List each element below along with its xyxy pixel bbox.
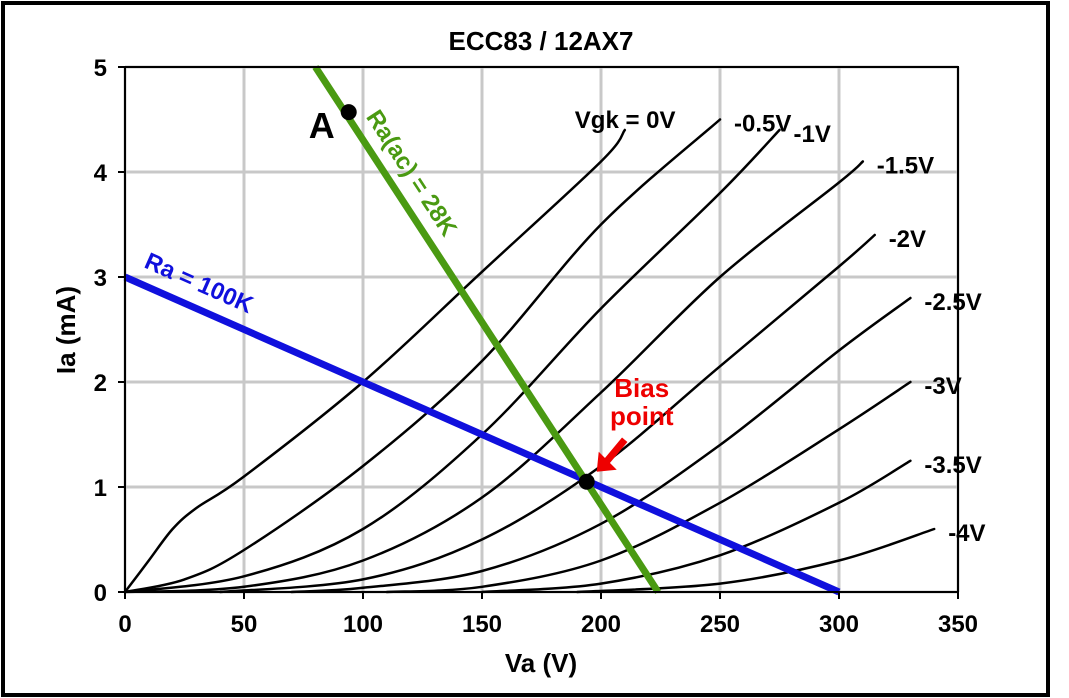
x-tick-label: 50 — [231, 611, 258, 638]
x-tick-label: 250 — [700, 611, 740, 638]
curve-2p5v — [290, 296, 912, 594]
marker-label-a: A — [309, 105, 335, 146]
y-axis-ticks: 0 1 2 3 4 5 — [94, 55, 125, 607]
y-tick-label: 3 — [94, 265, 107, 292]
x-tick-label: 0 — [118, 611, 131, 638]
marker-point-a — [340, 104, 357, 121]
curve-label-0p5v: -0.5V — [734, 111, 791, 138]
curve-label-2v: -2V — [889, 226, 926, 253]
y-tick-label: 4 — [94, 160, 108, 187]
y-tick-label: 0 — [94, 580, 107, 607]
curve-3v — [385, 380, 912, 594]
plot-border — [124, 66, 959, 593]
curve-labels: Vgk = 0V -0.5V -1V -1.5V -2V -2.5V -3V -3.5V -4V — [575, 107, 986, 547]
bias-arrow-shaft — [602, 437, 628, 466]
curve-label-4v: -4V — [948, 520, 985, 547]
curve-0p5v — [123, 118, 722, 594]
x-tick-label: 350 — [938, 611, 978, 638]
marker-point-bias — [578, 473, 595, 490]
x-tick-label: 100 — [343, 611, 383, 638]
x-tick-label: 300 — [819, 611, 859, 638]
bias-arrow-head — [596, 451, 617, 472]
curve-1p5v — [123, 160, 865, 594]
bias-point-label-line: Bias — [614, 373, 669, 403]
y-tick-label: 5 — [94, 55, 107, 82]
curve-label-2p5v: -2.5V — [924, 289, 981, 316]
y-tick-label: 2 — [94, 370, 107, 397]
x-axis-label: Va (V) — [505, 648, 577, 678]
curve-label-vgk-0v: Vgk = 0V — [575, 107, 676, 134]
x-axis-ticks: 0 50 100 150 200 250 300 350 — [118, 592, 978, 638]
y-axis-label: Ia (mA) — [51, 286, 81, 374]
load-line-ra-100k — [123, 273, 841, 596]
bias-point-label-line: point — [610, 401, 674, 431]
curve-3p5v — [480, 459, 912, 594]
x-tick-label: 150 — [462, 611, 502, 638]
x-tick-label: 200 — [581, 611, 621, 638]
curve-label-1p5v: -1.5V — [877, 153, 934, 180]
curve-vgk-0v — [123, 128, 627, 594]
curve-label-3p5v: -3.5V — [924, 452, 981, 479]
curve-4v — [575, 527, 936, 594]
curve-label-1v: -1V — [794, 121, 831, 148]
chart-title: ECC83 / 12AX7 — [449, 26, 634, 56]
y-tick-label: 1 — [94, 475, 107, 502]
curve-label-3v: -3V — [924, 373, 961, 400]
load-line-ra-ac-28k — [312, 65, 662, 594]
